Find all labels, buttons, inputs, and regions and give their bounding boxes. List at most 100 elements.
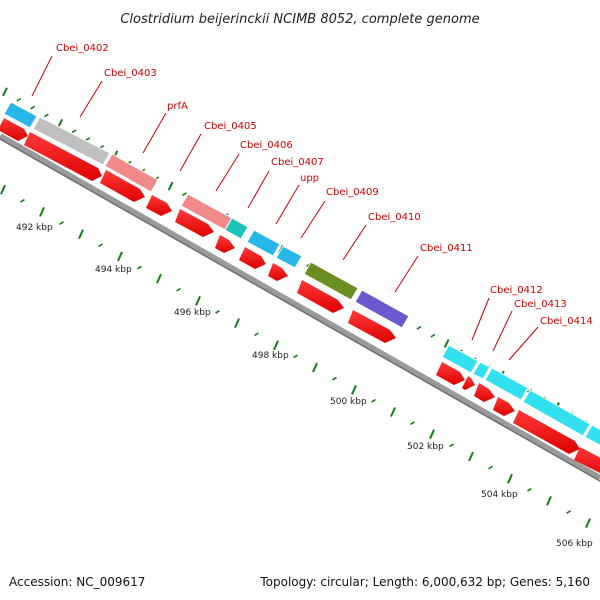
gene-label-cbei-0403: Cbei_0403 — [104, 68, 157, 79]
minor-tick — [30, 105, 36, 110]
gene-label-cbei-0402: Cbei_0402 — [56, 43, 109, 54]
cds-arrow-upp — [268, 263, 288, 281]
minor-tick — [181, 192, 187, 197]
gene-label-cbei-0406: Cbei_0406 — [240, 140, 293, 151]
major-tick — [117, 251, 123, 262]
major-tick — [443, 339, 450, 349]
gene-label-cbei-0413: Cbei_0413 — [514, 299, 567, 310]
minor-tick — [98, 243, 103, 248]
leader-upp — [275, 184, 300, 225]
major-tick — [167, 181, 174, 191]
minor-tick — [85, 137, 91, 141]
gene-label-cbei-0411: Cbei_0411 — [420, 243, 473, 254]
cds-track — [0, 118, 600, 473]
feature-cbei-0415 — [522, 389, 591, 437]
leader-cbei-0405 — [179, 133, 202, 172]
leader-cbei-0409 — [300, 200, 326, 239]
cds-arrow-0407 — [239, 247, 266, 269]
leader-cbei-0410 — [342, 224, 367, 261]
kbp-label-496: 496 kbp — [174, 308, 211, 318]
cds-arrow-0414 — [474, 383, 495, 402]
cds-arrow-0406 — [215, 235, 235, 253]
minor-tick — [137, 265, 142, 270]
cds-arrow-0410 — [348, 310, 396, 343]
leader-cbei-0413 — [492, 310, 513, 352]
minor-tick — [20, 198, 25, 203]
major-tick — [234, 318, 240, 329]
cds-arrow-0413 — [462, 376, 475, 390]
major-tick — [507, 473, 513, 484]
major-tick — [273, 340, 279, 351]
feature-cbei-0402 — [3, 101, 38, 129]
major-tick — [546, 495, 552, 506]
minor-tick — [293, 354, 298, 359]
kbp-label-500: 500 kbp — [330, 397, 367, 407]
leader-cbei-0406 — [215, 153, 240, 192]
major-tick — [351, 384, 357, 395]
gene-label-cbei-0410: Cbei_0410 — [368, 212, 421, 223]
cds-arrow-prfa — [100, 170, 145, 202]
leader-cbei-0412 — [471, 297, 490, 341]
genome-backbone — [0, 133, 600, 481]
cds-arrow-0405b — [175, 209, 214, 237]
major-tick — [39, 206, 45, 217]
kbp-label-498: 498 kbp — [252, 351, 289, 361]
cds-arrow-0417 — [574, 447, 600, 473]
leader-prfa — [142, 112, 167, 154]
leader-cbei-0407 — [247, 170, 270, 209]
feature-cbei-0409 — [303, 261, 359, 301]
feature-cbei-0414 — [484, 367, 529, 401]
minor-tick — [371, 398, 376, 403]
kbp-label-492: 492 kbp — [16, 223, 53, 233]
cds-arrow-0403 — [24, 132, 102, 181]
minor-tick — [215, 310, 220, 314]
feature-cbei-0413 — [472, 361, 491, 380]
feature-cbei-0412 — [441, 344, 479, 374]
kbp-labels: 492 kbp 494 kbp 496 kbp 498 kbp 500 kbp … — [16, 223, 593, 549]
cds-arrow-0405 — [146, 195, 172, 216]
minor-tick — [176, 287, 181, 292]
gene-label-prfa: prfA — [167, 101, 188, 112]
cds-arrow-0416 — [513, 410, 580, 454]
minor-tick — [488, 465, 493, 470]
gene-label-cbei-0409: Cbei_0409 — [326, 187, 379, 198]
feature-cbei-0407 — [246, 229, 281, 257]
genome-backbone-shadow — [0, 138, 600, 482]
major-tick — [429, 429, 435, 440]
minor-tick — [416, 325, 422, 330]
major-tick — [78, 229, 84, 240]
leader-cbei-0402 — [31, 55, 53, 97]
gene-label-cbei-0414: Cbei_0414 — [540, 316, 593, 327]
topology-text: Topology: circular; Length: 6,000,632 bp… — [259, 575, 590, 589]
minor-tick — [566, 510, 571, 514]
cds-arrow-0409 — [297, 280, 344, 313]
minor-tick — [43, 113, 49, 118]
feature-upp — [275, 245, 303, 269]
major-tick — [57, 118, 64, 128]
kbp-label-502: 502 kbp — [407, 442, 444, 452]
leader-cbei-0403 — [79, 80, 103, 118]
minor-tick — [527, 487, 532, 492]
minor-tick — [254, 332, 259, 337]
gene-label-cbei-0412: Cbei_0412 — [490, 285, 543, 296]
feature-cbei-0406 — [224, 217, 249, 240]
major-tick — [2, 87, 8, 97]
minor-tick — [430, 333, 436, 338]
feature-track — [3, 101, 600, 446]
gene-label-cbei-0407: Cbei_0407 — [271, 157, 324, 168]
kbp-label-506: 506 kbp — [556, 539, 593, 549]
minor-tick — [59, 221, 64, 225]
minor-tick — [410, 421, 415, 426]
major-tick — [390, 407, 396, 417]
label-leaders — [31, 55, 539, 361]
feature-cbei-0403 — [32, 116, 111, 166]
minor-tick — [71, 129, 77, 134]
kbp-label-504: 504 kbp — [481, 490, 518, 500]
cds-arrow-0412 — [436, 362, 465, 385]
minor-tick — [332, 376, 337, 381]
gene-label-upp: upp — [300, 173, 319, 184]
gene-labels: Cbei_0402 Cbei_0403 prfA Cbei_0405 Cbei_… — [56, 43, 593, 327]
accession-text: Accession: NC_009617 — [9, 575, 145, 589]
